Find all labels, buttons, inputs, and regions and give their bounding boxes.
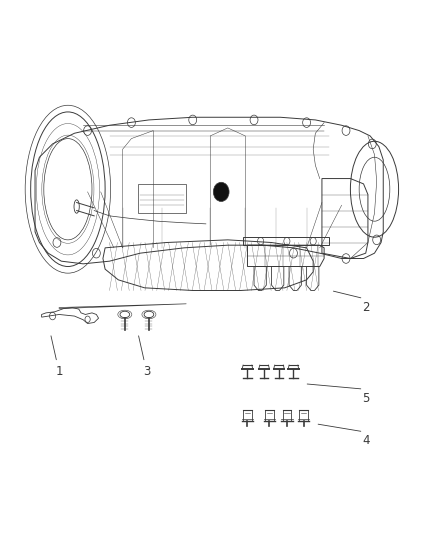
Text: 2: 2	[362, 301, 370, 314]
Bar	[138, 184, 186, 213]
Text: 3: 3	[143, 365, 150, 378]
Text: 1: 1	[55, 365, 63, 378]
Text: 5: 5	[362, 392, 369, 405]
Circle shape	[213, 182, 229, 201]
Text: 4: 4	[362, 434, 370, 447]
